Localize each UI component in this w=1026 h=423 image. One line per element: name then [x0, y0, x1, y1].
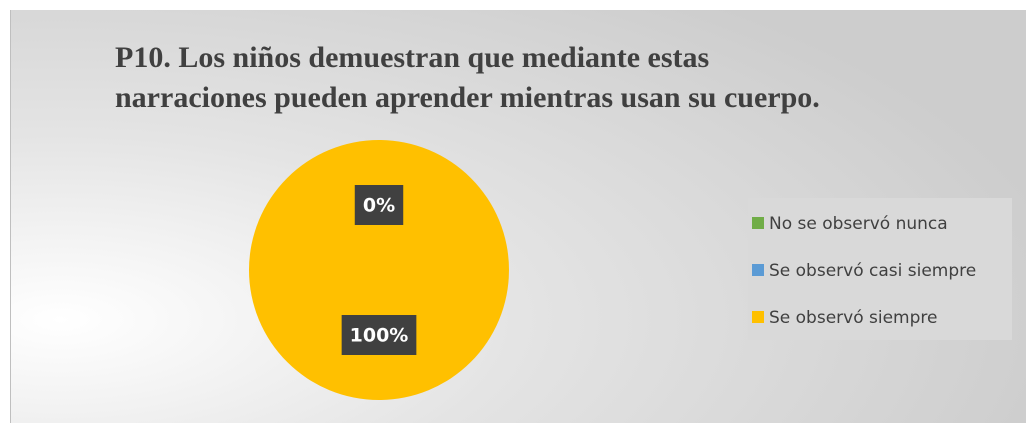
chart-title: P10. Los niños demuestran que mediante e…	[115, 41, 820, 114]
legend-label: No se observó nunca	[769, 214, 948, 234]
legend-swatch	[752, 264, 764, 276]
legend-label: Se observó siempre	[769, 308, 937, 328]
value-label-group: 100%	[341, 315, 417, 355]
legend-label: Se observó casi siempre	[769, 261, 976, 281]
pie-slice	[249, 140, 509, 400]
legend-box	[748, 198, 1012, 340]
value-label: 100%	[350, 325, 409, 347]
value-label-group: 0%	[354, 185, 404, 225]
legend-swatch	[752, 217, 764, 229]
value-label-box	[354, 185, 404, 225]
value-label-box	[341, 315, 417, 355]
value-label: 0%	[363, 195, 395, 217]
legend-swatch	[752, 311, 764, 323]
